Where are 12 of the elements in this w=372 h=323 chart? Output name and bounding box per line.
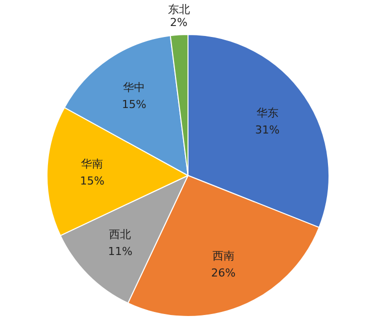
data-label: 31% — [255, 123, 280, 136]
data-label: 2% — [170, 16, 188, 30]
data-label: 15% — [122, 98, 146, 112]
slice-label: 华中 — [123, 81, 146, 94]
data-label: 11% — [108, 245, 132, 258]
slice-label: 华南 — [81, 157, 104, 170]
data-label: 26% — [211, 266, 236, 280]
slice-label: 西北 — [109, 228, 132, 242]
data-label: 15% — [80, 174, 104, 188]
slice-label: 东北 — [168, 3, 190, 16]
slice-label: 西南 — [212, 250, 234, 263]
slice-label: 华东 — [256, 106, 278, 120]
